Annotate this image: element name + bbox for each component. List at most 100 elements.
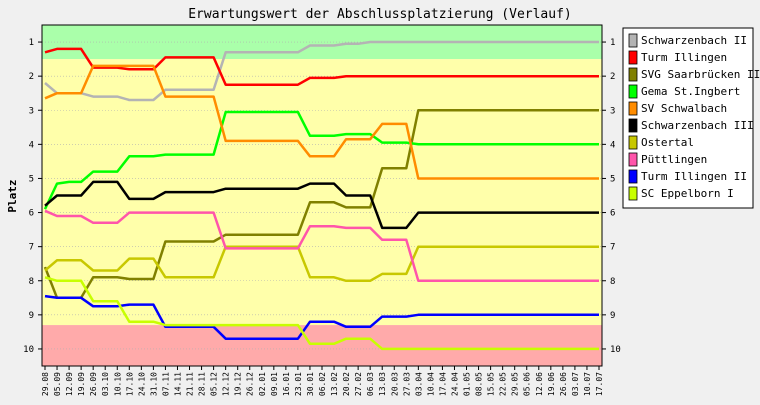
- xtick-label-33: 17.04: [438, 372, 447, 396]
- legend-swatch-2: [628, 67, 638, 82]
- legend-swatch-9: [628, 186, 638, 201]
- series-line-3: [43, 110, 599, 210]
- ytick-label-right-10: 10: [610, 345, 621, 355]
- grid: [42, 41, 602, 350]
- xtick-label-36: 08.05: [475, 372, 484, 396]
- y-axis-left: 1 2 3 4 5 6 7 8 9 10: [23, 38, 42, 355]
- ytick-label-right-4: 4: [610, 140, 615, 150]
- x-axis: 29.08 05.09 12.09 19.09 26.09 03.10 10.10 17.10…: [41, 366, 604, 396]
- ytick-label-left-1: 1: [29, 38, 34, 48]
- ytick-label-right-6: 6: [610, 209, 615, 219]
- xtick-label-23: 06.02: [318, 372, 327, 396]
- xtick-label-45: 10.07: [583, 372, 592, 396]
- legend-label-3: Gema St.Ingbert: [641, 85, 740, 98]
- legend: Schwarzenbach II Turm Illingen SVG Saarbrü…: [622, 27, 760, 209]
- xtick-label-25: 20.02: [342, 372, 351, 396]
- xtick-label-21: 23.01: [294, 372, 303, 396]
- xtick-label-43: 26.06: [559, 372, 568, 396]
- xtick-label-7: 17.10: [125, 372, 134, 396]
- xtick-label-11: 14.11: [173, 372, 182, 396]
- xtick-label-37: 15.05: [487, 372, 496, 396]
- xtick-label-8: 24.10: [137, 372, 146, 396]
- legend-swatch-1: [628, 50, 638, 65]
- xtick-label-2: 12.09: [65, 372, 74, 396]
- xtick-label-28: 13.03: [378, 372, 387, 396]
- legend-label-1: Turm Illingen: [641, 51, 727, 64]
- ytick-label-right-8: 8: [610, 277, 615, 287]
- series-line-4: [44, 64, 599, 180]
- legend-label-6: Ostertal: [641, 136, 694, 149]
- xtick-label-13: 28.11: [198, 372, 207, 396]
- series-line-9: [44, 276, 599, 351]
- xtick-label-6: 10.10: [113, 372, 122, 396]
- ytick-label-left-7: 7: [29, 243, 34, 253]
- ytick-label-left-10: 10: [23, 345, 34, 355]
- xtick-label-34: 24.04: [450, 372, 459, 396]
- series-line-5: [44, 180, 599, 230]
- xtick-label-22: 30.01: [306, 372, 315, 396]
- legend-swatch-0: [628, 33, 638, 48]
- xtick-label-0: 29.08: [41, 372, 50, 396]
- chart-title: Erwartungswert der Abschlussplatzierung …: [188, 7, 572, 22]
- xtick-label-20: 16.01: [282, 372, 291, 396]
- ytick-label-right-2: 2: [610, 72, 615, 82]
- ytick-label-left-2: 2: [29, 72, 34, 82]
- ytick-label-right-1: 1: [610, 38, 615, 48]
- xtick-label-27: 06.03: [366, 372, 375, 396]
- series-line-7: [44, 209, 599, 283]
- xtick-label-41: 12.06: [535, 372, 544, 396]
- series-line-6: [44, 245, 599, 283]
- legend-swatch-7: [628, 152, 638, 167]
- ytick-label-right-3: 3: [610, 106, 615, 116]
- ytick-label-left-4: 4: [29, 140, 34, 150]
- xtick-label-24: 13.02: [330, 372, 339, 396]
- series-line-2: [43, 109, 599, 300]
- xtick-label-5: 03.10: [101, 372, 110, 396]
- xtick-label-39: 29.05: [511, 372, 520, 396]
- xtick-label-9: 31.10: [149, 372, 158, 396]
- legend-label-2: SVG Saarbrücken II: [641, 68, 760, 81]
- series-line-0: [44, 40, 599, 102]
- ytick-label-right-9: 9: [610, 311, 615, 321]
- y-axis-label: Platz: [6, 179, 19, 212]
- ytick-label-left-9: 9: [29, 311, 34, 321]
- xtick-label-35: 01.05: [463, 372, 472, 396]
- legend-label-0: Schwarzenbach II: [641, 34, 747, 47]
- xtick-label-3: 19.09: [77, 372, 86, 396]
- legend-swatch-3: [628, 84, 638, 99]
- xtick-label-4: 26.09: [89, 372, 98, 396]
- legend-label-4: SV Schwalbach: [641, 102, 727, 115]
- legend-swatch-6: [628, 135, 638, 150]
- legend-label-5: Schwarzenbach III: [641, 119, 754, 132]
- xtick-label-14: 05.12: [210, 372, 219, 396]
- xtick-label-18: 02.01: [258, 372, 267, 396]
- xtick-label-29: 20.03: [390, 372, 399, 396]
- ytick-label-right-5: 5: [610, 174, 615, 184]
- xtick-label-10: 07.11: [161, 372, 170, 396]
- xtick-label-40: 05.06: [523, 372, 532, 396]
- xtick-label-42: 19.06: [547, 372, 556, 396]
- xtick-label-32: 10.04: [426, 372, 435, 396]
- xtick-label-19: 09.01: [270, 372, 279, 396]
- legend-swatch-4: [628, 101, 638, 116]
- xtick-label-15: 12.12: [222, 372, 231, 396]
- legend-label-9: SC Eppelborn I: [641, 187, 734, 200]
- xtick-label-26: 27.02: [354, 372, 363, 396]
- series-layer: [43, 40, 599, 351]
- legend-box: [622, 27, 754, 209]
- series-line-1: [44, 47, 599, 86]
- xtick-label-31: 03.04: [414, 372, 423, 396]
- series-line-8: [44, 294, 599, 340]
- legend-swatch-8: [628, 169, 638, 184]
- legend-swatch-5: [628, 118, 638, 133]
- xtick-label-16: 19.12: [234, 372, 243, 396]
- xtick-label-38: 22.05: [499, 372, 508, 396]
- ytick-label-left-8: 8: [29, 277, 34, 287]
- xtick-label-17: 26.12: [246, 372, 255, 396]
- ytick-label-right-7: 7: [610, 243, 615, 253]
- ytick-label-left-6: 6: [29, 209, 34, 219]
- ytick-label-left-5: 5: [29, 174, 34, 184]
- ytick-label-left-3: 3: [29, 106, 34, 116]
